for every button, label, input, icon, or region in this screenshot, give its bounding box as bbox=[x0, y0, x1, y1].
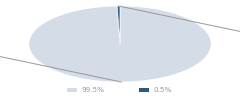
Text: HISPANIC: HISPANIC bbox=[119, 6, 240, 47]
Text: WHITE: WHITE bbox=[0, 41, 121, 82]
Bar bbox=[67, 88, 77, 92]
Text: 0.5%: 0.5% bbox=[154, 87, 172, 93]
Wedge shape bbox=[117, 6, 120, 44]
Wedge shape bbox=[29, 6, 211, 82]
Bar bbox=[139, 88, 149, 92]
Text: 99.5%: 99.5% bbox=[82, 87, 105, 93]
